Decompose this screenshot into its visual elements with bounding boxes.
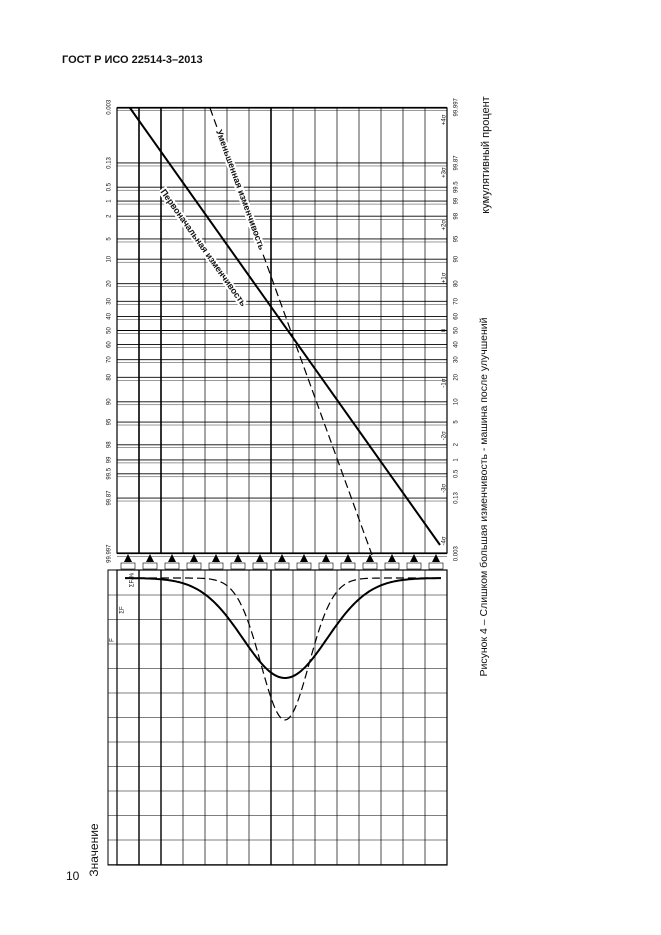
column-marker [322, 554, 330, 562]
reduced-line [209, 107, 373, 556]
caption: Рисунок 4 – Слишком большая изменчивость… [478, 317, 490, 676]
right-scale-label: 98 [454, 212, 460, 219]
left-scale-label: 1 [107, 199, 113, 203]
column-marker [190, 554, 198, 562]
column-marker [278, 554, 286, 562]
left-scale-label: 99 [107, 456, 113, 463]
column-marker [124, 554, 132, 562]
sigma-label: +1σ [442, 272, 448, 283]
right-scale-label: 5 [454, 420, 460, 424]
left-scale-label: 60 [107, 341, 113, 348]
column-marker [410, 554, 418, 562]
left-scale-label: 20 [107, 280, 113, 287]
cumulative-label: кумулятивный процент [480, 96, 492, 213]
left-scale-label: 0.13 [107, 156, 113, 168]
sigma-label: 0 [442, 328, 448, 332]
sigma-label: +4σ [442, 114, 448, 125]
column-marker [146, 554, 154, 562]
initial-curve [125, 577, 441, 680]
column-marker [344, 554, 352, 562]
left-scale-label: 40 [107, 312, 113, 319]
column-tab [296, 562, 312, 570]
column-tab [428, 562, 444, 570]
chart-grid [107, 106, 448, 866]
right-scale-label: 30 [454, 356, 460, 363]
right-scale-label: 2 [454, 442, 460, 446]
right-scale-label: 0.5 [454, 469, 460, 478]
sigma-label: -3σ [442, 484, 448, 493]
left-scale-label: 2 [107, 214, 113, 218]
right-scale-label: 90 [454, 255, 460, 262]
right-scale-label: 80 [454, 280, 460, 287]
right-scale-label: 0.13 [454, 492, 460, 504]
sigma-label: -4σ [442, 536, 448, 545]
left-scale-label: 5 [107, 237, 113, 241]
right-scale-label: 99.87 [454, 155, 460, 171]
column-marker [168, 554, 176, 562]
left-scale-label: 10 [107, 255, 113, 262]
left-scale-label: 70 [107, 356, 113, 363]
column-tab [384, 562, 400, 570]
left-scale-label: 50 [107, 327, 113, 334]
left-scale-label: 0.003 [107, 99, 113, 115]
left-scale-label: 99.5 [107, 467, 113, 479]
column-tab [208, 562, 224, 570]
column-marker [256, 554, 264, 562]
sigma-label: -1σ [442, 378, 448, 387]
column-tab [120, 562, 136, 570]
right-scale-label: 20 [454, 373, 460, 380]
value-label: Значение [87, 823, 101, 877]
right-scale-label: 40 [454, 341, 460, 348]
column-tab [362, 562, 378, 570]
sigma-label: -2σ [442, 431, 448, 440]
column-tab [142, 562, 158, 570]
column-tab [230, 562, 246, 570]
column-marker [212, 554, 220, 562]
right-scale-label: 10 [454, 398, 460, 405]
left-scale-label: 99.997 [107, 544, 113, 563]
column-marker [366, 554, 374, 562]
right-scale-label: 0.003 [454, 546, 460, 562]
column-marker [432, 554, 440, 562]
right-scale-label: 99.5 [454, 181, 460, 193]
table-header: ΣF [120, 606, 126, 614]
page-number: 10 [66, 869, 80, 883]
column-tab [340, 562, 356, 570]
table-header: ΣF/% [130, 572, 136, 587]
left-scale-label: 98 [107, 441, 113, 448]
right-scale-label: 50 [454, 327, 460, 334]
initial-line [129, 107, 441, 546]
right-scale-label: 99 [454, 197, 460, 204]
left-scale-label: 90 [107, 398, 113, 405]
column-tab [164, 562, 180, 570]
left-scale-label: 80 [107, 373, 113, 380]
left-scale-label: 0.5 [107, 182, 113, 191]
column-marker [300, 554, 308, 562]
column-marker [234, 554, 242, 562]
column-tab [406, 562, 422, 570]
column-tab [274, 562, 290, 570]
column-tab [252, 562, 268, 570]
sigma-label: +2σ [442, 220, 448, 231]
left-scale-label: 30 [107, 297, 113, 304]
column-tab [318, 562, 334, 570]
column-marker [388, 554, 396, 562]
right-scale-label: 60 [454, 312, 460, 319]
column-tab [186, 562, 202, 570]
header-title: ГОСТ Р ИСО 22514-3–2013 [62, 54, 203, 66]
right-scale-label: 95 [454, 235, 460, 242]
reduced-curve [125, 577, 441, 721]
sigma-label: +3σ [442, 167, 448, 178]
left-scale-label: 99.87 [107, 490, 113, 506]
right-scale-label: 1 [454, 458, 460, 462]
left-scale-label: 95 [107, 418, 113, 425]
table-header: F [110, 638, 116, 642]
right-scale-label: 70 [454, 297, 460, 304]
right-scale-label: 99.997 [454, 97, 460, 116]
